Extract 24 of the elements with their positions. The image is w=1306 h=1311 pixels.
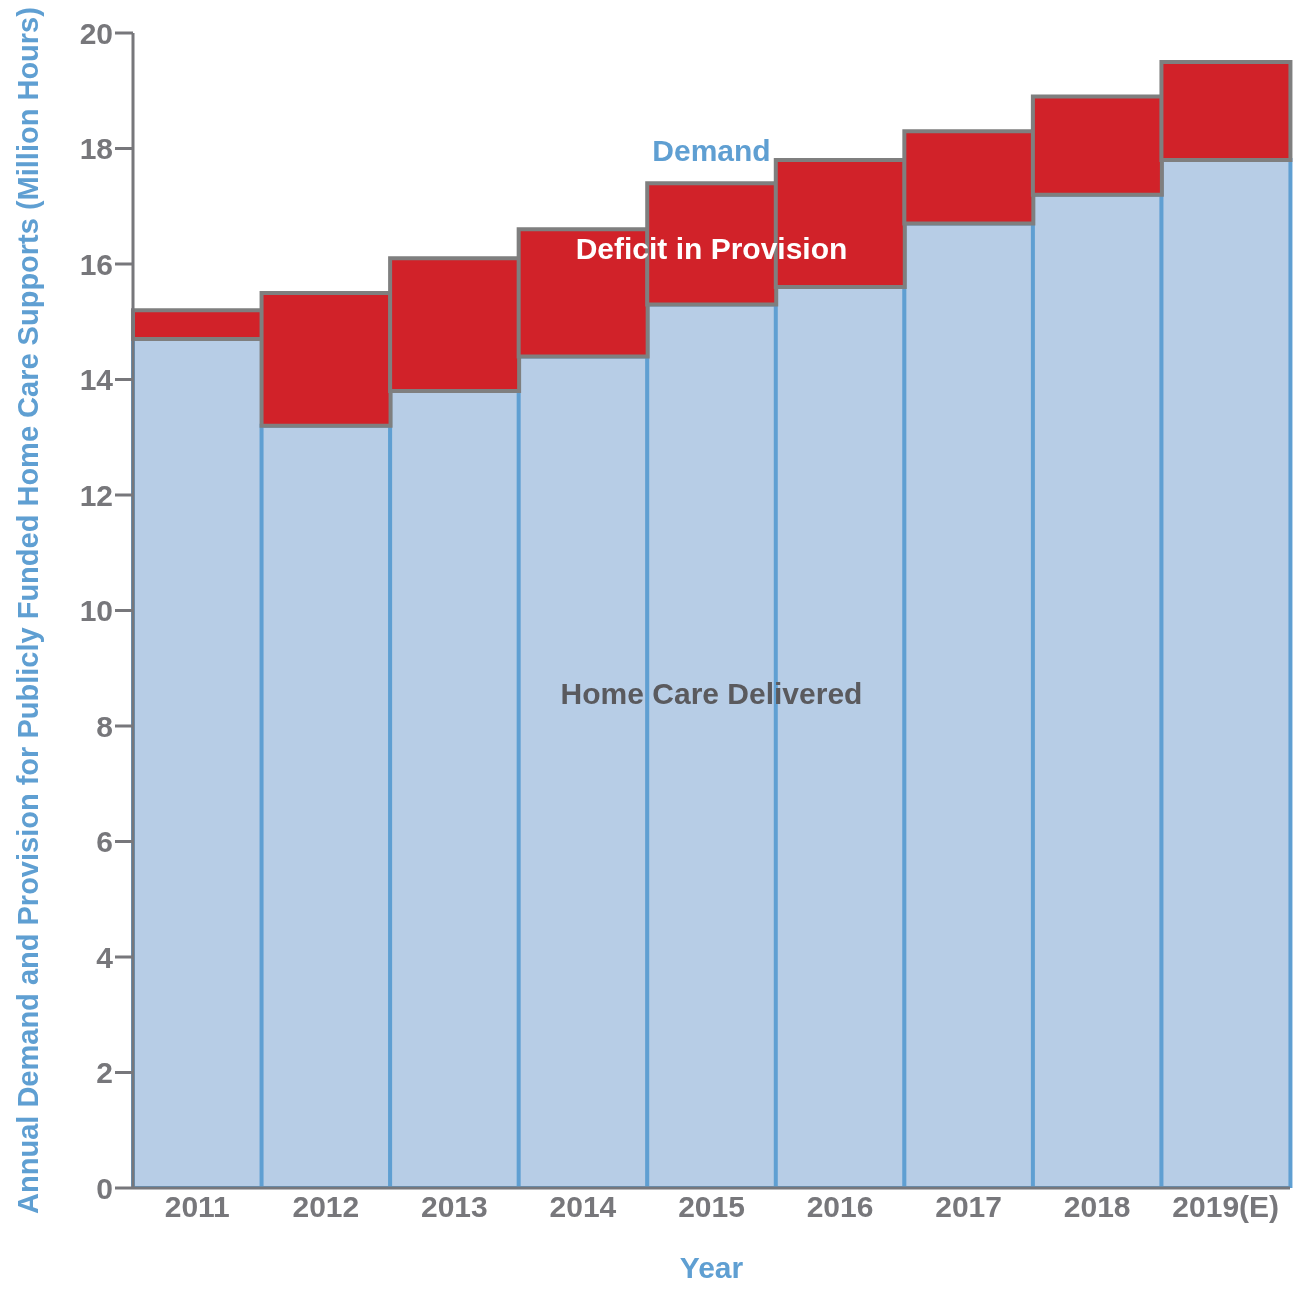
x-tick-label: 2017 <box>935 1190 1002 1224</box>
x-tick-label: 2015 <box>678 1190 745 1224</box>
x-tick-label: 2014 <box>549 1190 617 1224</box>
y-tick-label: 12 <box>79 478 113 512</box>
y-tick-label: 20 <box>79 16 113 50</box>
annotation: Demand <box>651 134 772 169</box>
y-tick-label: 8 <box>96 709 113 743</box>
x-tick-label: 2019(E) <box>1172 1190 1280 1224</box>
x-tick-label: 2012 <box>292 1190 360 1224</box>
y-tick-label: 16 <box>79 247 113 281</box>
y-tick-label: 2 <box>96 1056 113 1090</box>
y-tick-label: 14 <box>79 363 114 397</box>
x-tick-label: 2011 <box>164 1190 230 1224</box>
x-tick-label: 2016 <box>806 1190 874 1224</box>
y-tick-label: 4 <box>96 940 114 974</box>
y-tick-label: 0 <box>96 1171 113 1205</box>
x-tick-label: 2013 <box>421 1190 488 1224</box>
y-tick-label: 10 <box>79 594 113 628</box>
y-tick-label: 6 <box>96 825 113 859</box>
y-tick-label: 18 <box>79 132 113 166</box>
x-axis-title: Year <box>679 1251 744 1284</box>
x-tick-label: 2018 <box>1063 1190 1131 1224</box>
series-label: Deficit in Provision <box>574 232 849 267</box>
y-axis-title: Annual Demand and Provision for Publicly Funded Home Care Supports (Million Hours) <box>12 7 45 1214</box>
